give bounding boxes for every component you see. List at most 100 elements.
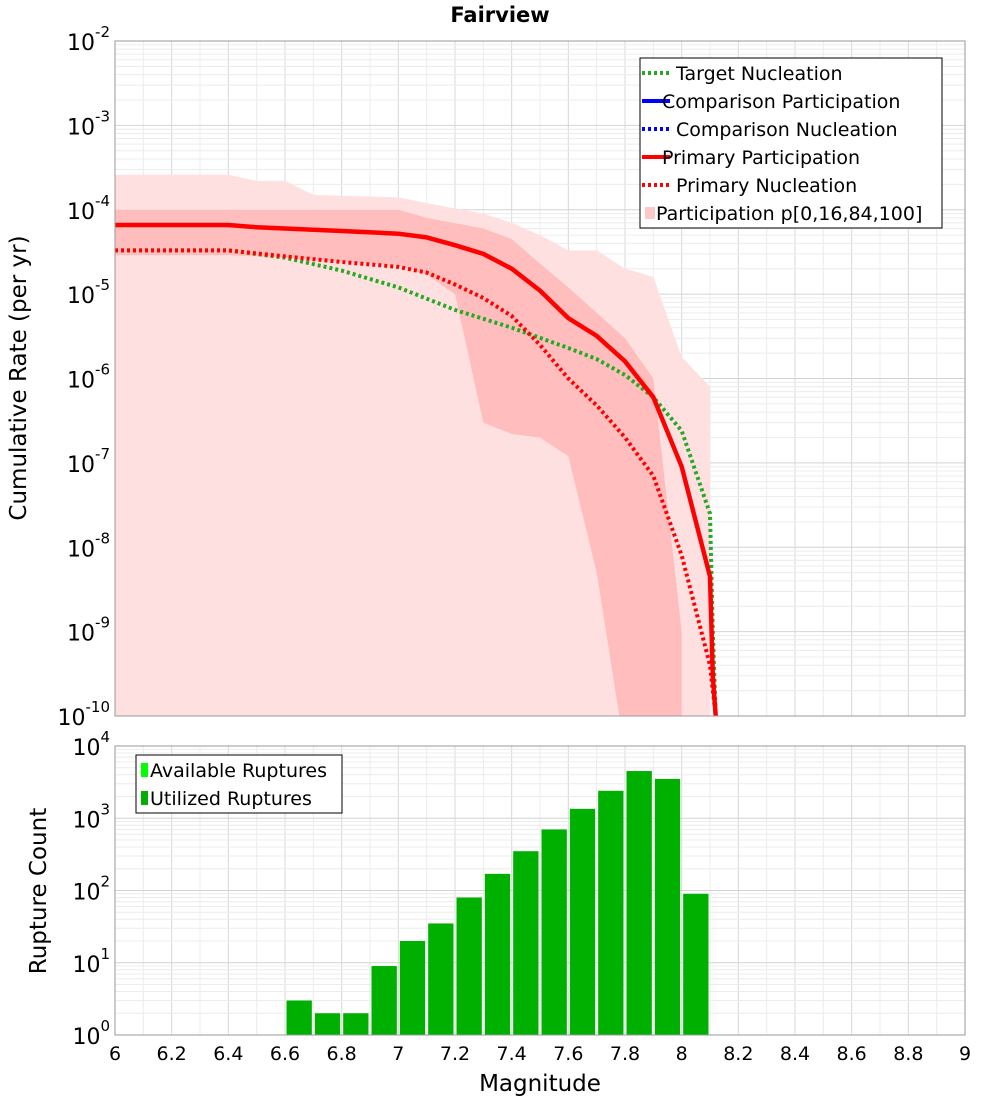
- y-tick-label: 101: [72, 945, 110, 978]
- x-tick-label: 8.8: [893, 1043, 923, 1065]
- x-tick-label: 8.4: [780, 1043, 810, 1065]
- x-tick-label: 7.2: [440, 1043, 470, 1065]
- series-primary-participation: [115, 222, 718, 717]
- bar-m7.9: [654, 778, 681, 1035]
- bar-m7.1: [428, 923, 454, 1035]
- y-tick-label: 10-4: [67, 192, 110, 225]
- y-tick-label: 10-5: [67, 276, 110, 309]
- y-tick-label: 103: [72, 800, 110, 833]
- x-tick-label: 8: [676, 1043, 688, 1065]
- y-tick-exponent: -5: [95, 276, 110, 294]
- legend-label: Comparison Participation: [662, 91, 900, 113]
- legend-label: Primary Nucleation: [676, 175, 857, 197]
- count-legend: Available Ruptures Utilized Ruptures: [135, 754, 343, 814]
- legend-label: Available Ruptures: [150, 760, 327, 782]
- y-tick-base: 10: [67, 284, 95, 309]
- y-tick-exponent: -6: [95, 361, 110, 379]
- y-tick-base: 10: [72, 953, 100, 978]
- count-plot-frame: [114, 745, 966, 1036]
- y-tick-exponent: -3: [95, 107, 110, 125]
- bar-m6.9: [371, 966, 397, 1035]
- legend-label: Primary Participation: [662, 147, 860, 169]
- x-tick-label: 6.2: [157, 1043, 187, 1065]
- y-tick-base: 10: [72, 736, 100, 761]
- x-tick-label: 6.8: [327, 1043, 357, 1065]
- rate-legend-box: [639, 57, 943, 229]
- x-tick-label: 7.4: [497, 1043, 527, 1065]
- x-tick-label: 7: [392, 1043, 404, 1065]
- y-tick-base: 10: [72, 881, 100, 906]
- y-tick-label: 10-9: [67, 614, 110, 647]
- y-tick-label: 10-8: [67, 529, 110, 562]
- y-tick-base: 10: [67, 537, 95, 562]
- bar-m7.6: [569, 808, 596, 1035]
- x-tick-label: 6.4: [213, 1043, 243, 1065]
- y-tick-exponent: 1: [100, 945, 110, 963]
- y-tick-exponent: 0: [100, 1017, 110, 1035]
- series-primary-nucleation: [115, 248, 718, 717]
- y-tick-exponent: -8: [95, 529, 110, 547]
- y-tick-exponent: -2: [95, 23, 110, 41]
- y-tick-exponent: -4: [95, 192, 110, 210]
- y-tick-exponent: 2: [100, 873, 110, 891]
- series-target-nucleation: [115, 248, 718, 717]
- legend-swatch-bar: [141, 763, 148, 777]
- rate-legend: Target Nucleation Comparison Participatio…: [639, 57, 943, 229]
- count-legend-box: [135, 754, 343, 814]
- x-tick-label: 8.2: [723, 1043, 753, 1065]
- bar-m7.4: [513, 851, 539, 1035]
- bar-m6.8: [343, 1013, 369, 1035]
- bar-m7.0: [399, 941, 426, 1035]
- legend-label: Comparison Nucleation: [676, 119, 898, 141]
- y-tick-exponent: -9: [95, 614, 110, 632]
- y-tick-exponent: 3: [100, 800, 110, 818]
- legend-label: Participation p[0,16,84,100]: [656, 203, 922, 225]
- y-tick-base: 10: [72, 808, 100, 833]
- rupture-bars: [286, 771, 709, 1035]
- x-tick-label: 7.6: [553, 1043, 583, 1065]
- y-tick-label: 10-2: [67, 23, 110, 56]
- x-tick-label: 8.6: [837, 1043, 867, 1065]
- band-inner-p16-p84: [115, 209, 682, 717]
- x-tick-label: 6.6: [270, 1043, 300, 1065]
- y-tick-base: 10: [67, 31, 95, 56]
- rate-plot-frame: [114, 40, 966, 717]
- bar-m6.7: [314, 1013, 341, 1035]
- y-tick-label: 10-10: [58, 698, 111, 731]
- y-tick-base: 10: [67, 200, 95, 225]
- x-tick-label: 6: [109, 1043, 121, 1065]
- bar-m8.0: [683, 893, 709, 1035]
- y-tick-label: 10-6: [67, 361, 110, 394]
- x-tick-label: 7.8: [610, 1043, 640, 1065]
- rate-y-axis-label: Cumulative Rate (per yr): [6, 235, 32, 520]
- chart-title: Fairview: [450, 3, 549, 27]
- y-tick-base: 10: [58, 706, 86, 731]
- y-tick-label: 10-3: [67, 107, 110, 140]
- bar-m7.3: [484, 873, 511, 1035]
- x-axis-label: Magnitude: [479, 1071, 601, 1097]
- y-tick-base: 10: [67, 622, 95, 647]
- rate-curves: [115, 222, 718, 717]
- y-tick-base: 10: [67, 115, 95, 140]
- y-tick-exponent: -7: [95, 445, 110, 463]
- bar-m7.8: [626, 771, 652, 1035]
- legend-label: Utilized Ruptures: [150, 788, 312, 810]
- bar-m7.2: [456, 897, 482, 1035]
- y-tick-exponent: 4: [100, 728, 110, 746]
- magnitude-x-ticks: 6 6.2 6.4 6.6 6.8 7 7.2 7.4 7.6 7.8 8 8.2 8.4 8.6 8.8 9: [109, 1043, 971, 1065]
- y-tick-exponent: -10: [86, 698, 111, 716]
- y-tick-base: 10: [67, 453, 95, 478]
- legend-label: Target Nucleation: [675, 63, 843, 85]
- y-tick-label: 104: [72, 728, 110, 761]
- y-tick-base: 10: [72, 1025, 100, 1050]
- y-tick-base: 10: [67, 369, 95, 394]
- bar-m7.7: [598, 790, 624, 1035]
- y-tick-label: 100: [72, 1017, 110, 1050]
- count-y-axis-label: Rupture Count: [26, 808, 52, 974]
- y-tick-label: 10-7: [67, 445, 110, 478]
- legend-swatch-bar: [141, 791, 148, 805]
- legend-swatch-band: [645, 207, 655, 219]
- x-tick-label: 9: [959, 1043, 971, 1065]
